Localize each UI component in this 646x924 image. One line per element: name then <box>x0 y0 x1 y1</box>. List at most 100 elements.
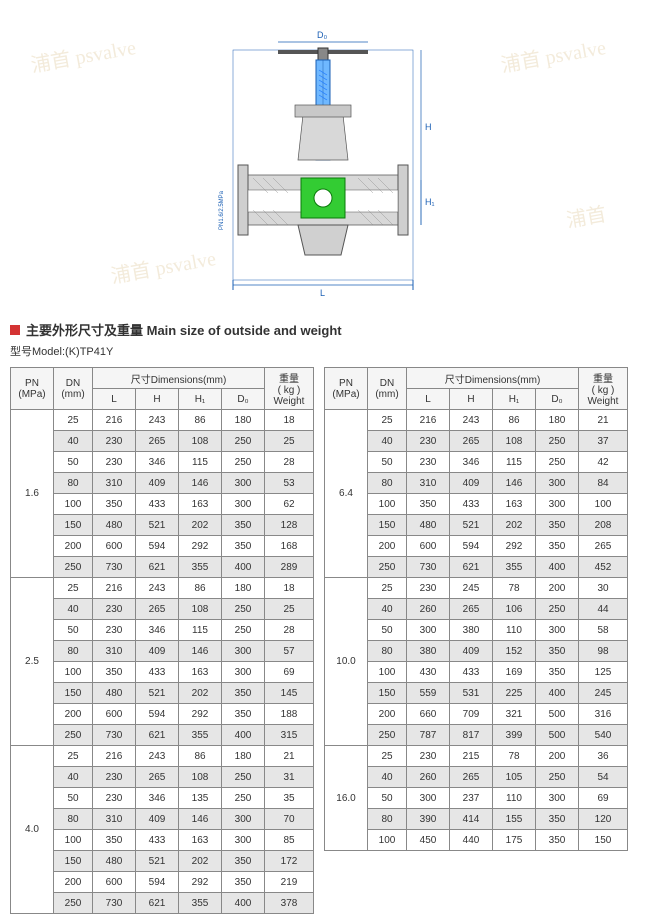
cell: 400 <box>536 557 579 578</box>
th-D0: D₀ <box>536 389 579 410</box>
cell: 80 <box>368 809 407 830</box>
th-pn: PN(MPa) <box>325 368 368 410</box>
cell: 265 <box>136 431 179 452</box>
cell: 414 <box>450 809 493 830</box>
dimension-table-left: PN(MPa) DN(mm) 尺寸Dimensions(mm) 重量( kg )… <box>10 367 314 914</box>
cell: 105 <box>493 767 536 788</box>
cell: 40 <box>54 767 93 788</box>
cell: 600 <box>407 536 450 557</box>
cell: 200 <box>368 536 407 557</box>
th-L: L <box>93 389 136 410</box>
cell: 69 <box>265 662 314 683</box>
cell: 200 <box>54 704 93 725</box>
cell: 108 <box>179 599 222 620</box>
cell: 730 <box>93 893 136 914</box>
cell: 150 <box>54 851 93 872</box>
cell: 225 <box>493 683 536 704</box>
cell: 621 <box>136 557 179 578</box>
cell: 600 <box>93 704 136 725</box>
cell: 100 <box>368 662 407 683</box>
cell: 430 <box>407 662 450 683</box>
watermark: 浦首 psvalve <box>498 31 608 78</box>
th-weight: 重量( kg )Weight <box>265 368 314 410</box>
cell: 86 <box>179 578 222 599</box>
cell: 300 <box>222 809 265 830</box>
cell: 106 <box>493 599 536 620</box>
watermark: 浦首 psvalve <box>28 31 138 78</box>
cell: 521 <box>136 851 179 872</box>
cell: 250 <box>536 452 579 473</box>
cell: 250 <box>536 599 579 620</box>
cell: 245 <box>450 578 493 599</box>
dim-label-D0: D₀ <box>317 30 327 40</box>
cell: 188 <box>265 704 314 725</box>
cell: 125 <box>579 662 628 683</box>
cell: 480 <box>93 683 136 704</box>
cell: 100 <box>54 494 93 515</box>
cell: 146 <box>179 641 222 662</box>
cell: 433 <box>450 662 493 683</box>
table-row: 10035043316330062 <box>11 494 314 515</box>
cell: 346 <box>136 620 179 641</box>
cell: 350 <box>536 515 579 536</box>
cell: 50 <box>368 620 407 641</box>
table-row: 150480521202350145 <box>11 683 314 704</box>
cell: 621 <box>136 725 179 746</box>
cell: 400 <box>536 683 579 704</box>
table-row: 16.0252302157820036 <box>325 746 628 767</box>
cell: 292 <box>179 704 222 725</box>
cell: 594 <box>450 536 493 557</box>
table-row: 6.4252162438618021 <box>325 410 628 431</box>
cell: 150 <box>368 683 407 704</box>
cell: 250 <box>368 725 407 746</box>
cell: 146 <box>179 809 222 830</box>
table-row: 8031040914630057 <box>11 641 314 662</box>
table-row: 200600594292350265 <box>325 536 628 557</box>
dim-label-H1: H₁ <box>425 197 435 207</box>
table-row: 150480521202350172 <box>11 851 314 872</box>
cell: 163 <box>179 662 222 683</box>
heading-marker <box>10 325 20 335</box>
cell: 350 <box>222 683 265 704</box>
cell: 660 <box>407 704 450 725</box>
cell: 50 <box>54 452 93 473</box>
cell: 250 <box>222 431 265 452</box>
table-row: 250730621355400315 <box>11 725 314 746</box>
cell: 40 <box>368 431 407 452</box>
th-dims: 尺寸Dimensions(mm) <box>93 368 265 389</box>
table-row: 80390414155350120 <box>325 809 628 830</box>
cell: 108 <box>179 767 222 788</box>
cell: 163 <box>493 494 536 515</box>
cell: 21 <box>579 410 628 431</box>
cell: 310 <box>93 641 136 662</box>
cell: 110 <box>493 620 536 641</box>
cell: 18 <box>265 410 314 431</box>
cell: 500 <box>536 725 579 746</box>
cell: 292 <box>179 872 222 893</box>
cell: 150 <box>54 515 93 536</box>
cell: 50 <box>368 788 407 809</box>
cell: 53 <box>265 473 314 494</box>
cell: 175 <box>493 830 536 851</box>
th-L: L <box>407 389 450 410</box>
cell: 300 <box>407 788 450 809</box>
cell: 450 <box>407 830 450 851</box>
cell: 216 <box>93 410 136 431</box>
cell: 300 <box>536 494 579 515</box>
cell: 108 <box>493 431 536 452</box>
cell: 243 <box>450 410 493 431</box>
cell: 594 <box>136 872 179 893</box>
cell: 28 <box>265 620 314 641</box>
dimension-table-right: PN(MPa) DN(mm) 尺寸Dimensions(mm) 重量( kg )… <box>324 367 628 851</box>
table-row: 8031040914630070 <box>11 809 314 830</box>
table-row: 250730621355400378 <box>11 893 314 914</box>
heading-text: 主要外形尺寸及重量 Main size of outside and weigh… <box>26 320 342 339</box>
cell: 433 <box>450 494 493 515</box>
cell: 321 <box>493 704 536 725</box>
table-row: 10035043316330085 <box>11 830 314 851</box>
cell: 594 <box>136 536 179 557</box>
th-pn: PN(MPa) <box>11 368 54 410</box>
cell: 355 <box>179 893 222 914</box>
cell: 433 <box>136 494 179 515</box>
table-row: 4026026510525054 <box>325 767 628 788</box>
